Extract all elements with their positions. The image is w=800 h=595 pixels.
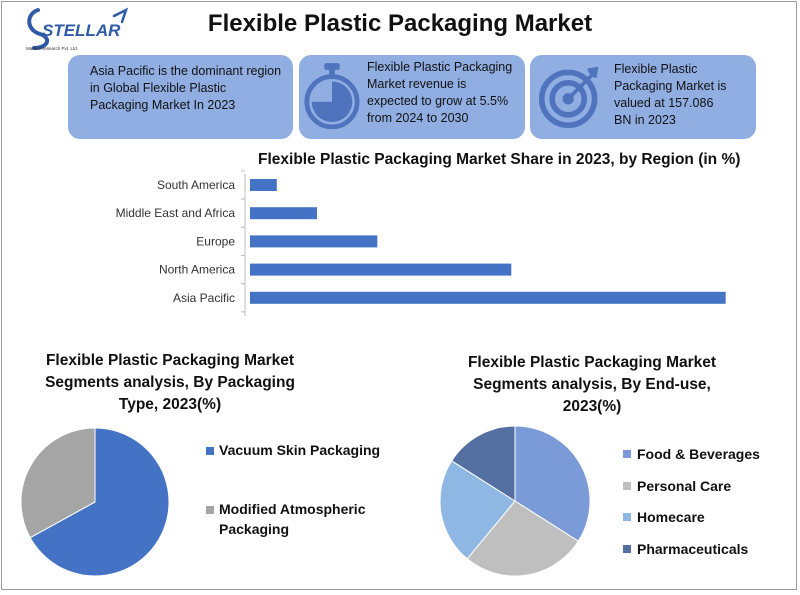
page-title: Flexible Plastic Packaging Market [207,10,593,37]
end-use-pie-chart [439,425,591,577]
logo-subtext: Market Research Pvt. Ltd. [26,46,78,51]
legend-label-modified-atmospheric-line2: Packaging [219,521,290,537]
bar-north-america [250,263,512,276]
bar-europe [250,235,378,248]
target-icon [538,66,599,129]
legend-label-personal-care: Personal Care [637,477,732,494]
stellar-logo: STELLAR Market Research Pvt. Ltd. [26,7,129,51]
bar-asia-pacific [250,291,726,304]
bar-chart-title: Flexible Plastic Packaging Market Share … [258,151,741,168]
pie-slice-modified-atmospheric-packaging [20,427,96,539]
legend-label-pharmaceuticals: Pharmaceuticals [637,540,749,557]
info-card-growth: Flexible Plastic Packaging Market revenu… [299,55,525,139]
bar-label-europe: Europe [196,234,235,248]
bar-middle-east-and-africa [250,207,317,220]
bar-label-asia-pacific: Asia Pacific [173,291,235,305]
bar-label-north-america: North America [159,263,235,277]
pie-slice-personal-care [466,500,580,577]
info-card-dominant-region: Asia Pacific is the dominant region in G… [68,55,293,139]
info-card-valuation: Flexible Plastic Packaging Market is val… [530,55,756,139]
legend-label-food-beverages: Food & Beverages [637,446,760,462]
legend-label-vacuum-skin: Vacuum Skin Packaging [219,442,381,458]
info-card-text: Flexible Plastic Packaging Market revenu… [367,60,513,125]
legend-swatch-modified-atmospheric [206,506,214,514]
bar-label-south-america: South America [157,178,235,192]
legend-swatch-food-beverages [623,450,631,458]
pie-chart-end-use-title: Flexible Plastic Packaging Market Segmen… [467,354,717,415]
pie-slice-pharmaceuticals [450,425,516,502]
info-card-text: Asia Pacific is the dominant region in G… [90,64,282,112]
legend-swatch-vacuum-skin [206,447,214,455]
bar-label-middle-east-and-africa: Middle East and Africa [116,206,236,220]
legend-swatch-pharmaceuticals [623,544,631,553]
packaging-type-pie-chart [20,427,170,577]
pie-chart-packaging-title: Flexible Plastic Packaging Market Segmen… [45,352,295,413]
legend-label-modified-atmospheric: Modified Atmospheric [219,501,366,517]
legend-swatch-personal-care [623,481,631,490]
pie-slice-vacuum-skin-packaging [29,427,170,577]
logo-text: STELLAR [42,21,121,40]
pie-slice-homecare [439,460,516,560]
legend-swatch-homecare [623,513,631,521]
bar-south-america [250,179,277,191]
stopwatch-icon [304,63,360,129]
legend-label-homecare: Homecare [637,509,705,525]
region-share-bar-chart: South America Middle East and Africa Europ… [116,170,726,316]
info-card-text: Flexible Plastic Packaging Market is val… [614,62,727,127]
